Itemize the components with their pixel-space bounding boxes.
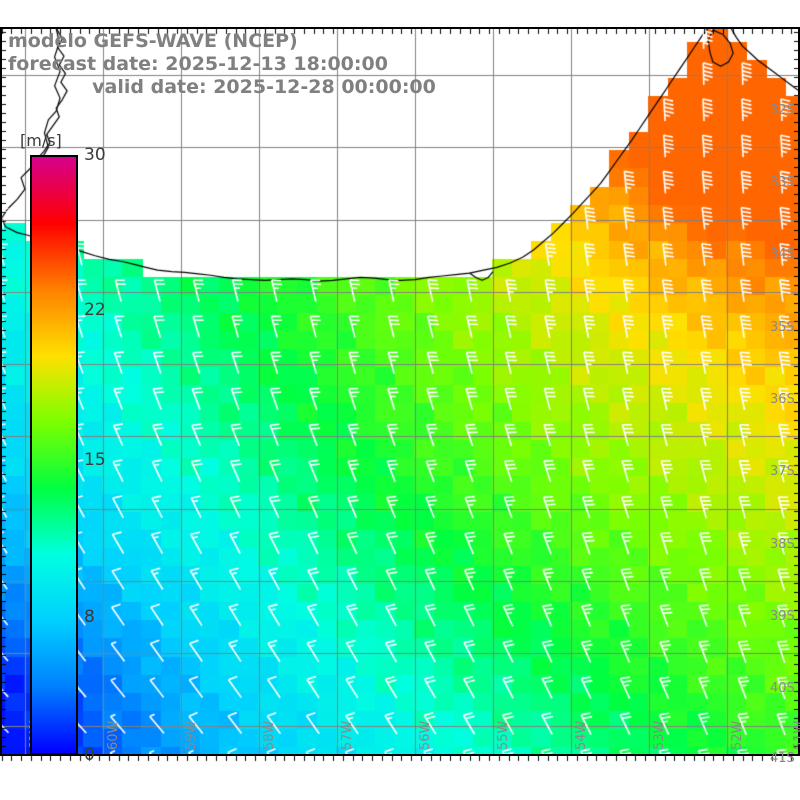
colorbar-tick-15: 15 xyxy=(84,450,106,470)
axis-left xyxy=(0,27,2,756)
colorbar-tick-30: 30 xyxy=(84,145,106,165)
axis-bottom xyxy=(0,754,800,756)
colorbar-tick-0: 0 xyxy=(84,745,95,765)
colorbar-tick-8: 8 xyxy=(84,607,95,627)
wind-barb-overlay xyxy=(0,28,800,756)
axis-top xyxy=(0,27,800,29)
colorbar-tick-22: 22 xyxy=(84,300,106,320)
axis-right xyxy=(798,27,800,756)
map-plot-area[interactable] xyxy=(0,28,800,756)
colorbar[interactable] xyxy=(30,155,78,755)
colorbar-gradient xyxy=(30,155,78,755)
colorbar-unit-label: [m/s] xyxy=(20,131,62,150)
